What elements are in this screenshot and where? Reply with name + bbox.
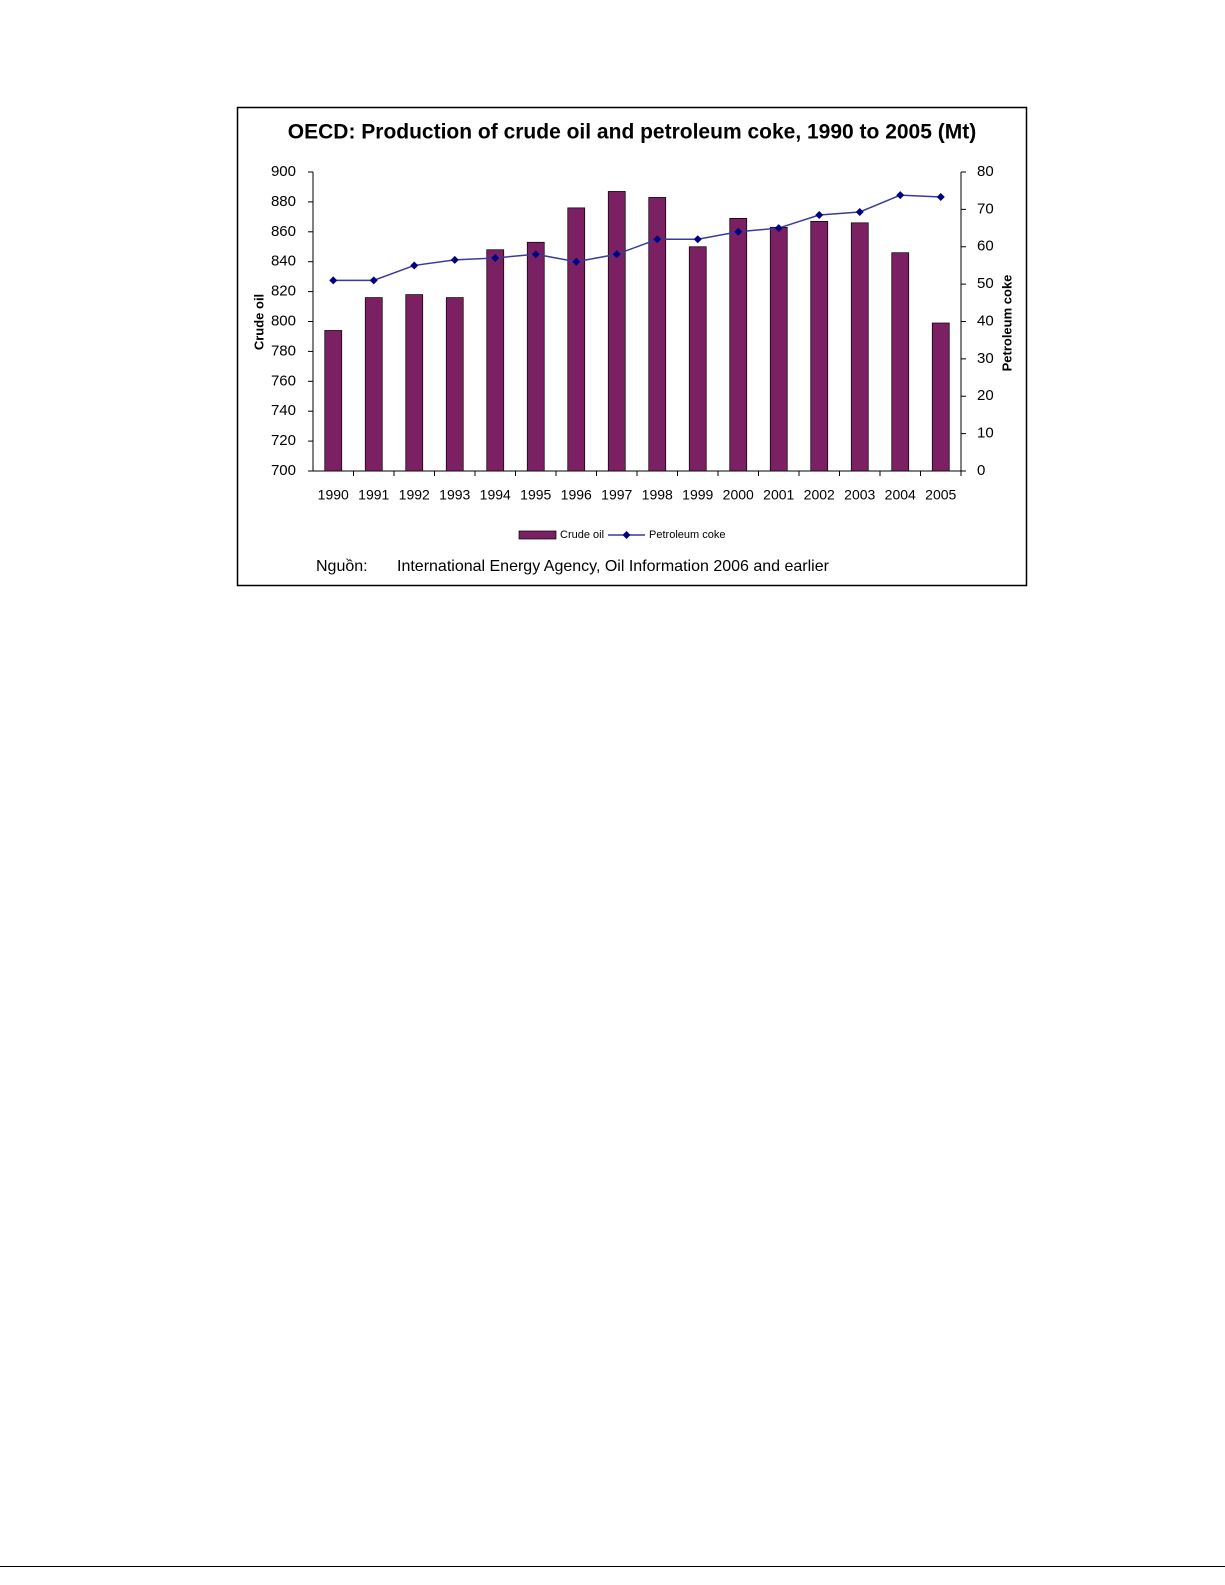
marker (693, 235, 702, 244)
y2-tick-label: 0 (977, 462, 985, 479)
y-tick-label: 820 (271, 283, 296, 300)
marker (410, 261, 419, 270)
marker (572, 257, 581, 266)
bar (769, 226, 788, 472)
y-tick-label: 720 (271, 432, 296, 449)
bar (324, 330, 343, 472)
legend-label: Petroleum coke (649, 529, 725, 541)
marker (612, 250, 621, 259)
x-tick-label: 1991 (358, 487, 389, 503)
x-tick-label: 1994 (480, 487, 511, 503)
bar (486, 249, 505, 472)
bar (607, 191, 626, 472)
x-tick-label: 2004 (885, 487, 916, 503)
marker (855, 207, 864, 216)
x-tick-label: 2003 (844, 487, 875, 503)
y-tick-label: 860 (271, 223, 296, 240)
legend-label: Crude oil (560, 529, 604, 541)
bar (810, 220, 829, 472)
x-tick-label: 2002 (804, 487, 835, 503)
y2-tick-label: 10 (977, 425, 994, 442)
marker (896, 191, 905, 200)
legend-swatch (518, 530, 557, 540)
x-tick-label: 2000 (723, 487, 754, 503)
x-tick-label: 1993 (439, 487, 470, 503)
line (333, 194, 941, 282)
y2-tick-label: 20 (977, 387, 994, 404)
bar (567, 207, 586, 472)
x-tick-label: 1998 (642, 487, 673, 503)
source: International Energy Agency, Oil Informa… (397, 558, 830, 575)
marker (491, 253, 500, 262)
bar (729, 217, 748, 472)
y2-tick-label: 80 (977, 163, 994, 180)
marker (774, 224, 783, 233)
y-tick-label: 780 (271, 342, 296, 359)
y2-tick-label: 60 (977, 238, 994, 255)
marker (653, 235, 662, 244)
x-tick-label: 2005 (925, 487, 956, 503)
marker (369, 276, 378, 285)
y-tick-label: 700 (271, 462, 296, 479)
y2-axis-title: Petroleum coke (999, 275, 1014, 372)
x-tick-label: 1997 (601, 487, 632, 503)
marker (450, 255, 459, 264)
bar (688, 246, 707, 472)
y-tick-label: 900 (271, 163, 296, 180)
chart-title: OECD: Production of crude oil and petrol… (288, 121, 976, 144)
y-tick-label: 880 (271, 193, 296, 210)
marker (329, 276, 338, 285)
bar (648, 197, 667, 472)
y-tick-label: 800 (271, 312, 296, 329)
bar (526, 241, 545, 472)
y2-tick-label: 70 (977, 200, 994, 217)
marker (815, 210, 824, 219)
y-tick-label: 840 (271, 253, 296, 270)
marker (936, 193, 945, 202)
bar (891, 252, 910, 472)
x-tick-label: 2001 (763, 487, 794, 503)
source-label: Nguồn: (316, 558, 368, 575)
x-tick-label: 1996 (561, 487, 592, 503)
y2-tick-label: 50 (977, 275, 994, 292)
marker (734, 227, 743, 236)
bar (931, 322, 950, 472)
x-tick-label: 1995 (520, 487, 551, 503)
bar (364, 297, 383, 472)
y-axis-title: Crude oil (251, 294, 266, 350)
bar (850, 222, 869, 472)
legend-marker (622, 531, 631, 539)
x-tick-label: 1999 (682, 487, 713, 503)
y-tick-label: 760 (271, 372, 296, 389)
bar (405, 294, 424, 472)
marker (531, 250, 540, 259)
y-tick-label: 740 (271, 402, 296, 419)
y2-tick-label: 40 (977, 312, 994, 329)
bar (445, 297, 464, 472)
x-tick-label: 1990 (318, 487, 349, 503)
y2-tick-label: 30 (977, 350, 994, 367)
x-tick-label: 1992 (399, 487, 430, 503)
